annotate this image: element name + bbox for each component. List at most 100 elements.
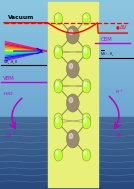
Bar bbox=[0, 76, 134, 79]
Bar bbox=[0, 12, 134, 15]
Bar bbox=[0, 139, 134, 141]
Bar bbox=[0, 126, 134, 128]
Bar bbox=[0, 23, 134, 26]
Bar bbox=[0, 47, 134, 50]
Bar bbox=[0, 119, 134, 121]
Bar bbox=[0, 41, 134, 44]
Bar bbox=[0, 53, 134, 56]
Circle shape bbox=[82, 149, 91, 161]
Circle shape bbox=[84, 119, 86, 123]
Bar bbox=[0, 153, 134, 155]
Bar bbox=[0, 91, 134, 94]
Bar bbox=[0, 123, 134, 124]
Circle shape bbox=[82, 47, 91, 59]
Circle shape bbox=[56, 119, 58, 123]
Bar bbox=[0, 32, 134, 35]
Bar bbox=[0, 171, 134, 173]
Bar bbox=[0, 157, 134, 158]
Bar bbox=[0, 59, 134, 62]
Bar bbox=[0, 178, 134, 180]
Bar bbox=[0, 15, 134, 18]
Circle shape bbox=[66, 94, 79, 112]
Bar bbox=[0, 137, 134, 139]
Circle shape bbox=[84, 83, 86, 87]
Circle shape bbox=[54, 45, 63, 57]
Bar bbox=[0, 142, 134, 144]
Bar bbox=[0, 141, 134, 142]
Bar bbox=[0, 29, 134, 32]
Circle shape bbox=[84, 47, 86, 51]
Text: $H_2$: $H_2$ bbox=[115, 131, 123, 140]
Bar bbox=[0, 114, 134, 117]
Bar bbox=[0, 94, 134, 97]
Circle shape bbox=[82, 113, 91, 125]
Circle shape bbox=[54, 47, 63, 59]
Bar bbox=[0, 38, 134, 41]
Circle shape bbox=[56, 151, 58, 155]
Bar bbox=[0, 132, 134, 133]
Circle shape bbox=[82, 79, 91, 91]
Bar bbox=[0, 173, 134, 175]
Bar bbox=[0, 82, 134, 85]
Bar bbox=[0, 146, 134, 148]
Circle shape bbox=[66, 130, 79, 148]
Circle shape bbox=[69, 64, 73, 69]
Circle shape bbox=[69, 29, 73, 35]
Bar bbox=[0, 105, 134, 108]
Bar bbox=[0, 21, 134, 23]
Bar bbox=[0, 184, 134, 185]
Bar bbox=[0, 182, 134, 184]
Bar bbox=[0, 73, 134, 76]
Bar bbox=[48, 2, 98, 187]
Circle shape bbox=[82, 45, 91, 57]
Bar bbox=[0, 6, 134, 9]
Bar bbox=[0, 67, 134, 70]
Bar bbox=[0, 130, 134, 132]
Bar bbox=[0, 35, 134, 38]
Bar bbox=[0, 166, 134, 167]
Circle shape bbox=[56, 83, 58, 87]
Bar bbox=[0, 162, 134, 164]
Circle shape bbox=[56, 81, 58, 85]
Circle shape bbox=[82, 13, 91, 25]
Bar bbox=[0, 50, 134, 53]
Bar bbox=[0, 117, 134, 119]
Bar bbox=[0, 88, 134, 91]
Bar bbox=[0, 26, 134, 29]
Text: VBM: VBM bbox=[3, 76, 14, 81]
Circle shape bbox=[56, 115, 58, 119]
Bar bbox=[0, 158, 134, 160]
Bar bbox=[0, 9, 134, 12]
Bar bbox=[0, 44, 134, 47]
Text: $H^+$: $H^+$ bbox=[115, 88, 124, 96]
Circle shape bbox=[54, 79, 63, 91]
Bar bbox=[0, 97, 134, 100]
Circle shape bbox=[82, 81, 91, 93]
Circle shape bbox=[54, 13, 63, 25]
Circle shape bbox=[84, 15, 86, 19]
Bar bbox=[0, 177, 134, 178]
Bar bbox=[0, 135, 134, 137]
Bar bbox=[0, 169, 134, 171]
Bar bbox=[0, 102, 134, 105]
Bar bbox=[0, 56, 134, 59]
Circle shape bbox=[56, 47, 58, 51]
Circle shape bbox=[82, 117, 91, 129]
Text: Vacuum: Vacuum bbox=[8, 15, 34, 20]
Text: $H_2O$: $H_2O$ bbox=[3, 91, 13, 98]
Circle shape bbox=[54, 113, 63, 125]
Bar bbox=[0, 175, 134, 177]
Bar bbox=[0, 128, 134, 130]
Bar bbox=[0, 62, 134, 64]
Bar bbox=[0, 70, 134, 73]
Bar bbox=[0, 167, 134, 169]
Text: $\overline{V}_{H^+,H_2}$: $\overline{V}_{H^+,H_2}$ bbox=[100, 50, 115, 59]
Text: $O_2$: $O_2$ bbox=[5, 131, 13, 140]
Text: CBM: CBM bbox=[100, 37, 112, 42]
Bar bbox=[0, 79, 134, 82]
Circle shape bbox=[54, 149, 63, 161]
Circle shape bbox=[69, 133, 73, 139]
Bar bbox=[0, 64, 134, 67]
Bar bbox=[0, 18, 134, 21]
Bar bbox=[0, 0, 134, 3]
